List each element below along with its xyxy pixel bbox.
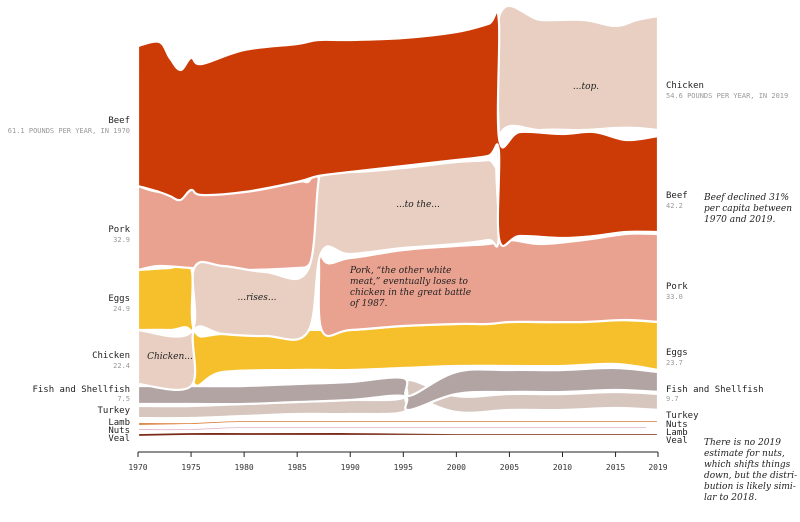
right-value-fish: 9.7 <box>666 395 679 403</box>
right-label-veal: Veal <box>666 436 688 446</box>
right-label-nuts: Nuts <box>666 420 688 430</box>
annotation-pork-line-1: Pork, “the other white <box>349 265 451 276</box>
x-tick-label-1975: 1975 <box>181 463 200 472</box>
right-label-beef: Beef <box>666 191 688 201</box>
annotation-pork-line-3: chicken in the great battle <box>350 288 471 298</box>
band-fish-and-shellfish <box>136 366 660 412</box>
left-value-eggs: 24.9 <box>113 305 130 313</box>
left-value-chicken: 22.4 <box>113 362 130 370</box>
right-label-pork: Pork <box>666 282 688 292</box>
x-tick-label-1985: 1985 <box>288 463 307 472</box>
x-tick-label-2000: 2000 <box>447 463 466 472</box>
left-label-fish: Fish and Shellfish <box>32 385 130 395</box>
x-tick-label-1995: 1995 <box>394 463 413 472</box>
band-veal <box>136 430 660 439</box>
right-value-beef: 42.2 <box>666 202 683 210</box>
x-tick-label-2005: 2005 <box>500 463 519 472</box>
x-tick-label-2019: 2019 <box>648 463 667 472</box>
annotations: Chicken... ...rises... ...to the... ...t… <box>147 82 797 503</box>
annotation-pork-line-4: of 1987. <box>350 299 388 309</box>
annotation-rises: ...rises... <box>238 293 277 303</box>
left-label-chicken: Chicken <box>92 351 130 361</box>
left-value-fish: 7.5 <box>117 395 130 403</box>
left-note-beef: 61.1 POUNDS PER YEAR, IN 1970 <box>8 127 130 135</box>
annotation-to-the: ...to the... <box>396 200 440 210</box>
left-label-eggs: Eggs <box>108 294 130 304</box>
x-tick-label-2015: 2015 <box>606 463 625 472</box>
right-labels: Chicken 54.6 POUNDS PER YEAR, IN 2019 Be… <box>666 81 788 446</box>
right-value-eggs: 23.7 <box>666 359 683 367</box>
left-labels: Beef 61.1 POUNDS PER YEAR, IN 1970 Pork … <box>8 116 131 444</box>
left-label-veal: Veal <box>108 434 130 444</box>
right-label-turkey: Turkey <box>666 411 699 421</box>
band-nuts <box>136 424 649 433</box>
left-label-nuts: Nuts <box>108 426 130 436</box>
stream-bands <box>136 4 660 439</box>
annotation-nuts-line-3: which shifts things <box>704 460 791 470</box>
x-tick-label-1970: 1970 <box>128 463 147 472</box>
x-axis: 1970 1975 1980 1985 1990 1995 2000 2005 2010 2015… <box>128 451 668 472</box>
annotation-top: ...top. <box>573 82 599 92</box>
band-beef <box>136 10 660 248</box>
annotation-beef-line-1: Beef declined 31% <box>703 193 789 203</box>
annotation-nuts-line-4: down, but the distri- <box>704 471 797 481</box>
right-value-pork: 33.0 <box>666 293 683 301</box>
left-value-pork: 32.9 <box>113 236 130 244</box>
right-label-eggs: Eggs <box>666 348 688 358</box>
left-label-turkey: Turkey <box>97 406 130 416</box>
left-label-lamb: Lamb <box>108 418 130 428</box>
band-lamb <box>136 418 660 428</box>
right-label-fish: Fish and Shellfish <box>666 385 764 395</box>
right-note-chicken: 54.6 POUNDS PER YEAR, IN 2019 <box>666 92 788 100</box>
right-label-chicken: Chicken <box>666 81 704 91</box>
x-tick-label-1990: 1990 <box>341 463 360 472</box>
annotation-chicken: Chicken... <box>147 352 193 362</box>
annotation-pork-line-2: meat,” eventually loses to <box>350 277 469 287</box>
annotation-nuts-line-6: lar to 2018. <box>704 493 757 503</box>
annotation-nuts-line-1: There is no 2019 <box>704 438 781 448</box>
annotation-nuts-line-2: estimate for nuts, <box>704 449 785 459</box>
band-chicken <box>136 4 660 391</box>
left-label-beef: Beef <box>108 116 130 126</box>
left-label-pork: Pork <box>108 225 130 235</box>
annotation-nuts-line-5: bution is likely simi- <box>704 482 796 492</box>
annotation-beef-line-3: 1970 and 2019. <box>704 215 775 225</box>
x-tick-label-1980: 1980 <box>234 463 253 472</box>
annotation-beef-line-2: per capita between <box>704 204 792 214</box>
x-tick-label-2010: 2010 <box>553 463 572 472</box>
right-label-lamb: Lamb <box>666 428 688 438</box>
